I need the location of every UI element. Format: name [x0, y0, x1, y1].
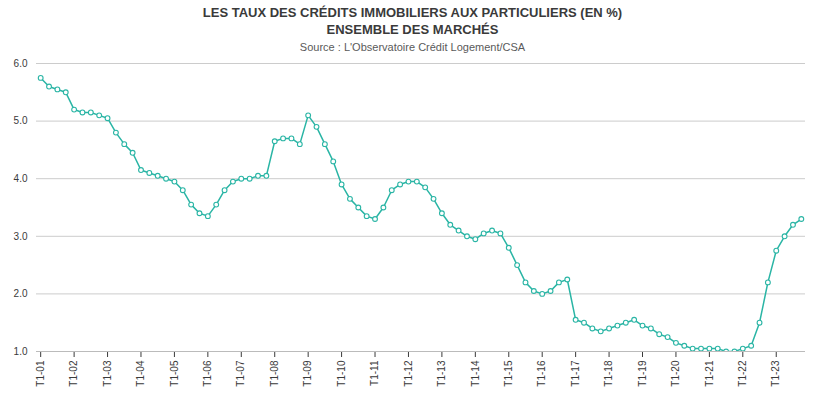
svg-text:T1-13: T1-13 — [436, 360, 447, 387]
svg-text:T1-12: T1-12 — [403, 360, 414, 387]
svg-text:T1-15: T1-15 — [503, 360, 514, 387]
svg-text:T1-22: T1-22 — [737, 360, 748, 387]
svg-text:T1-07: T1-07 — [235, 360, 246, 387]
svg-text:T1-10: T1-10 — [336, 360, 347, 387]
svg-text:T1-16: T1-16 — [536, 360, 547, 387]
svg-text:T1-11: T1-11 — [369, 360, 380, 386]
svg-text:T1-03: T1-03 — [102, 360, 113, 387]
svg-text:T1-21: T1-21 — [704, 360, 715, 387]
svg-text:T1-14: T1-14 — [470, 360, 481, 387]
html-text:ENSEMBLE DES MARCHÉS: ENSEMBLE DES MARCHÉS — [326, 22, 499, 37]
svg-text:3.0: 3.0 — [14, 231, 28, 242]
svg-text:T1-17: T1-17 — [570, 360, 581, 387]
svg-text:T1-09: T1-09 — [302, 360, 313, 387]
svg-text:1.0: 1.0 — [14, 346, 28, 357]
svg-text:T1-08: T1-08 — [269, 360, 280, 387]
svg-text:T1-19: T1-19 — [637, 360, 648, 387]
svg-text:T1-05: T1-05 — [169, 360, 180, 387]
svg-text:T1-04: T1-04 — [135, 360, 146, 387]
svg-text:T1-20: T1-20 — [670, 360, 681, 387]
svg-text:T1-18: T1-18 — [603, 360, 614, 387]
svg-text:5.0: 5.0 — [14, 115, 28, 126]
html-text:Source : L'Observatoire Crédit: Source : L'Observatoire Crédit Logement/… — [299, 41, 526, 53]
svg-text:T1-06: T1-06 — [202, 360, 213, 387]
svg-text:6.0: 6.0 — [14, 58, 28, 69]
svg-text:T1-02: T1-02 — [68, 360, 79, 387]
svg-text:T1-01: T1-01 — [35, 360, 46, 387]
svg-text:2.0: 2.0 — [14, 288, 28, 299]
svg-text:T1-23: T1-23 — [770, 360, 781, 387]
html-text:LES TAUX DES CRÉDITS IMMOBILIE: LES TAUX DES CRÉDITS IMMOBILIERS AUX PAR… — [202, 5, 623, 20]
svg-text:4.0: 4.0 — [14, 173, 28, 184]
